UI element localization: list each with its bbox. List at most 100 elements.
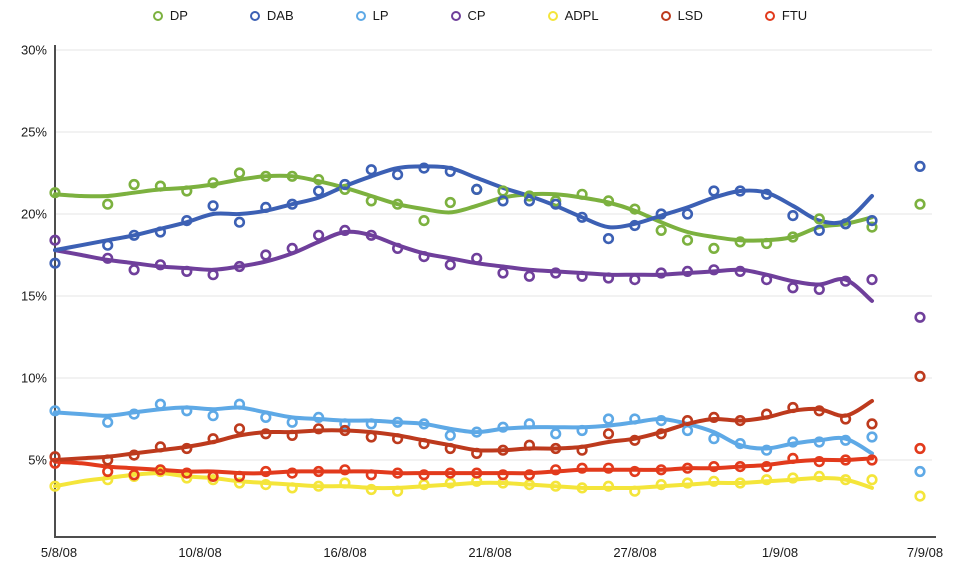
- data-point-LP[interactable]: [128, 408, 140, 420]
- data-point-LSD[interactable]: [418, 438, 430, 450]
- data-point-DAB[interactable]: [128, 229, 140, 241]
- data-point-LP[interactable]: [286, 416, 298, 428]
- data-point-CP[interactable]: [233, 260, 246, 273]
- data-point-CP[interactable]: [787, 282, 799, 294]
- data-point-CP[interactable]: [471, 252, 483, 264]
- data-point-CP[interactable]: [681, 265, 694, 278]
- election-point-FTU[interactable]: [914, 442, 926, 455]
- data-point-LP[interactable]: [471, 426, 483, 438]
- data-point-LP[interactable]: [233, 398, 246, 410]
- data-point-ADPL[interactable]: [602, 480, 615, 492]
- data-point-FTU[interactable]: [339, 464, 351, 476]
- data-point-LP[interactable]: [392, 416, 404, 428]
- data-point-FTU[interactable]: [602, 462, 615, 474]
- data-point-LP[interactable]: [418, 418, 430, 430]
- data-point-CP[interactable]: [286, 242, 298, 254]
- data-point-ADPL[interactable]: [813, 470, 825, 483]
- election-point-DAB[interactable]: [914, 160, 926, 172]
- data-point-FTU[interactable]: [813, 456, 825, 468]
- data-point-LP[interactable]: [181, 405, 193, 417]
- data-point-FTU[interactable]: [418, 469, 430, 481]
- data-point-FTU[interactable]: [365, 469, 377, 481]
- data-point-DAB[interactable]: [576, 211, 588, 223]
- data-point-LP[interactable]: [787, 436, 799, 448]
- data-point-LSD[interactable]: [286, 429, 298, 442]
- data-point-DAB[interactable]: [313, 185, 325, 197]
- data-point-LP[interactable]: [154, 398, 166, 410]
- data-point-FTU[interactable]: [550, 464, 562, 476]
- data-point-LSD[interactable]: [602, 428, 615, 440]
- data-point-DAB[interactable]: [339, 178, 351, 191]
- data-point-DAB[interactable]: [154, 226, 166, 238]
- data-point-ADPL[interactable]: [286, 482, 298, 494]
- data-point-LP[interactable]: [207, 410, 219, 422]
- data-point-LSD[interactable]: [471, 447, 483, 460]
- data-point-DAB[interactable]: [49, 257, 61, 269]
- data-point-ADPL[interactable]: [444, 477, 456, 489]
- data-point-CP[interactable]: [734, 265, 746, 278]
- data-point-DAB[interactable]: [550, 198, 562, 210]
- data-point-CP[interactable]: [207, 269, 219, 281]
- data-point-CP[interactable]: [154, 259, 166, 271]
- legend-item-ftu[interactable]: FTU: [764, 8, 807, 23]
- data-point-ADPL[interactable]: [550, 480, 562, 492]
- data-point-LP[interactable]: [629, 413, 641, 425]
- data-point-LP[interactable]: [313, 411, 325, 424]
- data-point-DP[interactable]: [497, 185, 509, 197]
- data-point-LP[interactable]: [602, 413, 615, 425]
- data-point-DP[interactable]: [655, 224, 667, 236]
- data-point-DP[interactable]: [154, 180, 166, 192]
- data-point-DP[interactable]: [286, 170, 298, 182]
- data-point-LSD[interactable]: [128, 449, 140, 461]
- data-point-LSD[interactable]: [497, 444, 509, 456]
- legend-item-lp[interactable]: LP: [355, 8, 389, 23]
- data-point-ADPL[interactable]: [734, 477, 746, 489]
- data-point-DP[interactable]: [260, 170, 272, 182]
- data-point-DAB[interactable]: [286, 198, 298, 210]
- data-point-DP[interactable]: [233, 167, 246, 179]
- data-point-ADPL[interactable]: [576, 482, 588, 494]
- data-point-CP[interactable]: [418, 251, 430, 263]
- data-point-FTU[interactable]: [286, 467, 298, 479]
- data-point-DAB[interactable]: [233, 216, 246, 228]
- data-point-FTU[interactable]: [181, 467, 193, 479]
- data-point-DP[interactable]: [576, 188, 588, 200]
- data-point-FTU[interactable]: [497, 469, 509, 481]
- data-point-FTU[interactable]: [576, 462, 588, 474]
- data-point-DP[interactable]: [602, 195, 615, 207]
- data-point-DAB[interactable]: [207, 200, 219, 212]
- data-point-CP[interactable]: [813, 283, 825, 296]
- data-point-ADPL[interactable]: [392, 485, 404, 497]
- data-point-LP[interactable]: [655, 415, 667, 427]
- data-point-LP[interactable]: [760, 444, 773, 456]
- data-point-ADPL[interactable]: [655, 479, 667, 491]
- data-point-DAB[interactable]: [708, 185, 720, 197]
- data-point-LSD[interactable]: [866, 418, 878, 430]
- data-point-FTU[interactable]: [681, 462, 694, 474]
- data-point-DP[interactable]: [102, 198, 114, 210]
- data-point-FTU[interactable]: [49, 457, 61, 469]
- legend-item-dab[interactable]: DAB: [249, 8, 294, 23]
- data-point-ADPL[interactable]: [629, 485, 641, 497]
- data-point-DP[interactable]: [444, 196, 456, 209]
- data-point-LP[interactable]: [839, 434, 852, 446]
- data-point-LSD[interactable]: [550, 442, 562, 455]
- data-point-DP[interactable]: [708, 242, 720, 254]
- data-point-FTU[interactable]: [444, 467, 456, 479]
- data-point-FTU[interactable]: [154, 464, 166, 476]
- data-point-CP[interactable]: [365, 229, 377, 241]
- data-point-DP[interactable]: [787, 231, 799, 243]
- data-point-LSD[interactable]: [708, 411, 720, 424]
- data-point-DAB[interactable]: [392, 169, 404, 181]
- data-point-FTU[interactable]: [102, 465, 114, 478]
- data-point-CP[interactable]: [655, 267, 667, 279]
- data-point-LSD[interactable]: [629, 434, 641, 446]
- data-point-LSD[interactable]: [392, 433, 404, 445]
- data-point-DAB[interactable]: [813, 224, 825, 236]
- data-point-LSD[interactable]: [339, 424, 351, 437]
- data-point-CP[interactable]: [49, 234, 61, 246]
- data-point-DP[interactable]: [418, 215, 430, 227]
- data-point-LSD[interactable]: [655, 428, 667, 440]
- data-point-DAB[interactable]: [866, 215, 878, 227]
- data-point-LSD[interactable]: [760, 408, 773, 420]
